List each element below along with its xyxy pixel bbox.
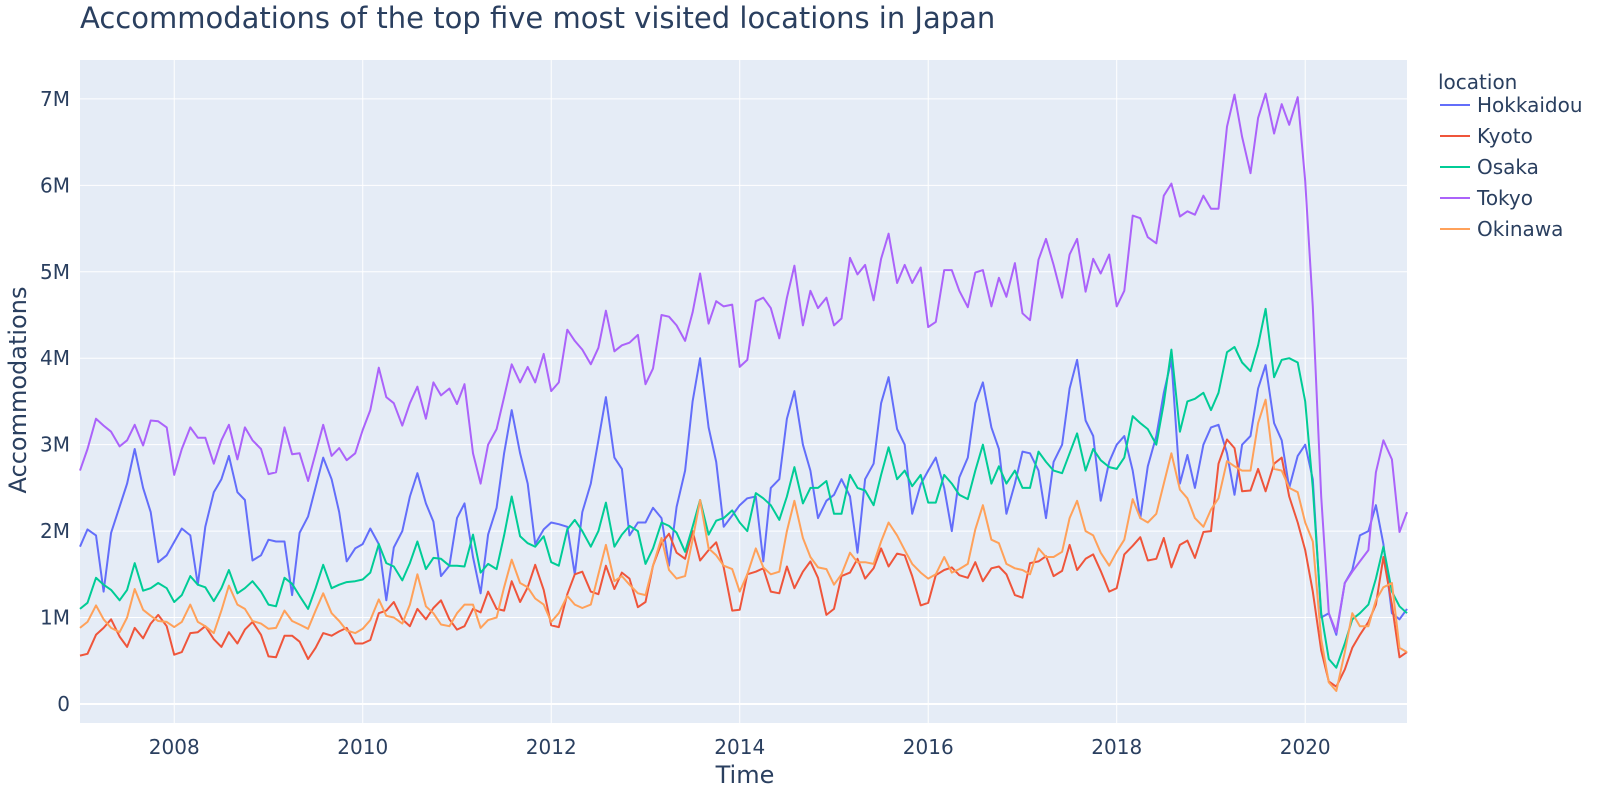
y-axis-ticks: 0 1M 2M 3M 4M 5M 6M 7M <box>40 87 70 716</box>
x-tick-label: 2008 <box>149 735 200 759</box>
y-tick-label: 0 <box>57 692 70 716</box>
legend-item-okinawa[interactable]: Okinawa <box>1440 217 1563 241</box>
x-tick-label: 2020 <box>1280 735 1331 759</box>
y-tick-label: 6M <box>40 173 70 197</box>
legend-label: Okinawa <box>1477 217 1563 241</box>
legend-item-tokyo[interactable]: Tokyo <box>1440 186 1533 210</box>
legend-item-kyoto[interactable]: Kyoto <box>1440 124 1533 148</box>
y-tick-label: 2M <box>40 519 70 543</box>
legend-label: Hokkaidou <box>1477 93 1583 117</box>
legend: location Hokkaidou Kyoto Osaka Tokyo Okinawa <box>1438 70 1583 241</box>
x-tick-label: 2010 <box>337 735 388 759</box>
x-tick-label: 2018 <box>1091 735 1142 759</box>
legend-item-hokkaidou[interactable]: Hokkaidou <box>1440 93 1583 117</box>
series-line-okinawa <box>79 398 1408 692</box>
series-line-kyoto <box>79 438 1408 688</box>
y-tick-label: 1M <box>40 606 70 630</box>
y-gridlines <box>80 98 1407 705</box>
y-tick-label: 5M <box>40 260 70 284</box>
x-tick-label: 2012 <box>526 735 577 759</box>
y-tick-label: 7M <box>40 87 70 111</box>
plot-area <box>80 60 1407 723</box>
y-axis-title: Accommodations <box>4 287 32 494</box>
legend-label: Osaka <box>1477 155 1539 179</box>
series-lines <box>79 92 1408 692</box>
legend-item-osaka[interactable]: Osaka <box>1440 155 1539 179</box>
x-tick-label: 2014 <box>714 735 765 759</box>
legend-label: Tokyo <box>1476 186 1533 210</box>
legend-title: location <box>1438 70 1517 94</box>
legend-label: Kyoto <box>1477 124 1533 148</box>
y-tick-label: 4M <box>40 346 70 370</box>
x-tick-label: 2016 <box>903 735 954 759</box>
x-axis-title: Time <box>715 761 775 789</box>
chart-title: Accommodations of the top five most visi… <box>80 1 995 35</box>
series-line-osaka <box>79 307 1408 669</box>
series-line-tokyo <box>79 92 1408 634</box>
x-axis-ticks: 2008 2010 2012 2014 2016 2018 2020 <box>149 735 1331 759</box>
y-tick-label: 3M <box>40 433 70 457</box>
